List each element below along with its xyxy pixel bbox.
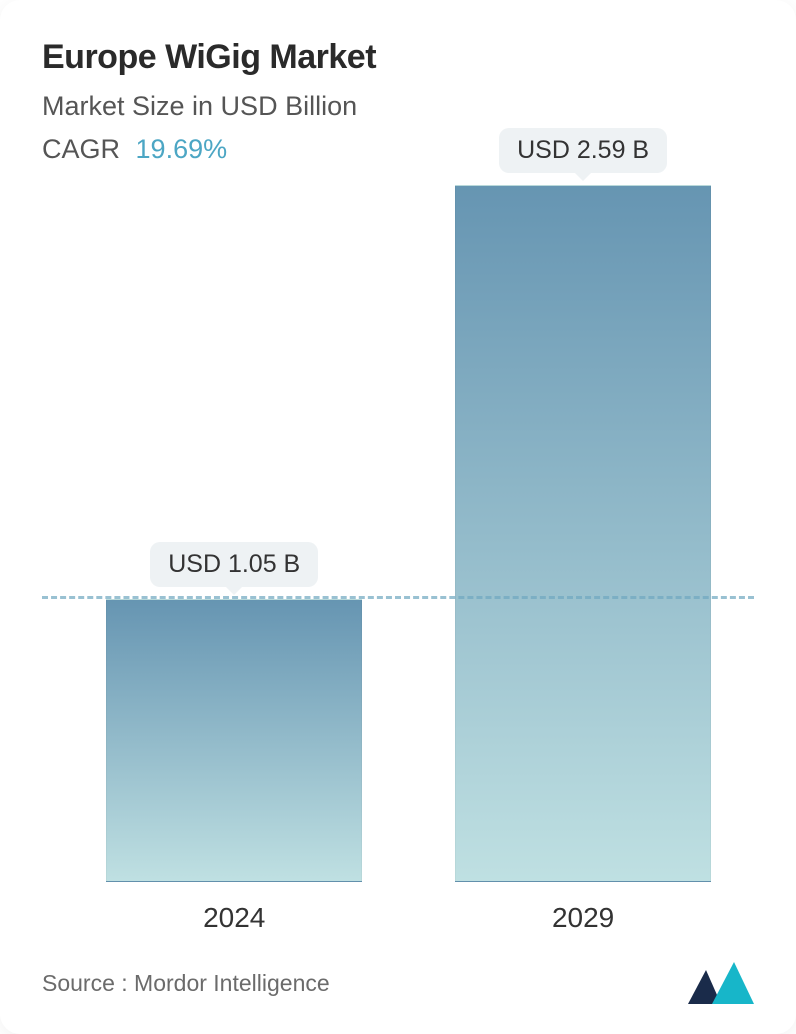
value-pill-2029: USD 2.59 B xyxy=(499,128,667,173)
chart-subtitle: Market Size in USD Billion xyxy=(42,91,754,122)
plot-inner: USD 1.05 BUSD 2.59 B xyxy=(42,185,754,882)
reference-line xyxy=(42,596,754,599)
x-label-2029: 2029 xyxy=(552,902,614,934)
bar-2029 xyxy=(455,185,711,882)
cagr-label: CAGR xyxy=(42,134,120,164)
chart-card: Europe WiGig Market Market Size in USD B… xyxy=(0,0,796,1034)
source-text: Source : Mordor Intelligence xyxy=(42,970,330,997)
footer: Source : Mordor Intelligence xyxy=(42,962,754,1004)
bar-2024 xyxy=(106,599,362,882)
value-pill-2024: USD 1.05 B xyxy=(150,542,318,587)
cagr-value: 19.69% xyxy=(136,134,228,164)
x-label-2024: 2024 xyxy=(203,902,265,934)
brand-logo-icon xyxy=(688,962,754,1004)
chart-title: Europe WiGig Market xyxy=(42,38,754,77)
plot-area: USD 1.05 BUSD 2.59 B 2024 2029 xyxy=(42,185,754,952)
